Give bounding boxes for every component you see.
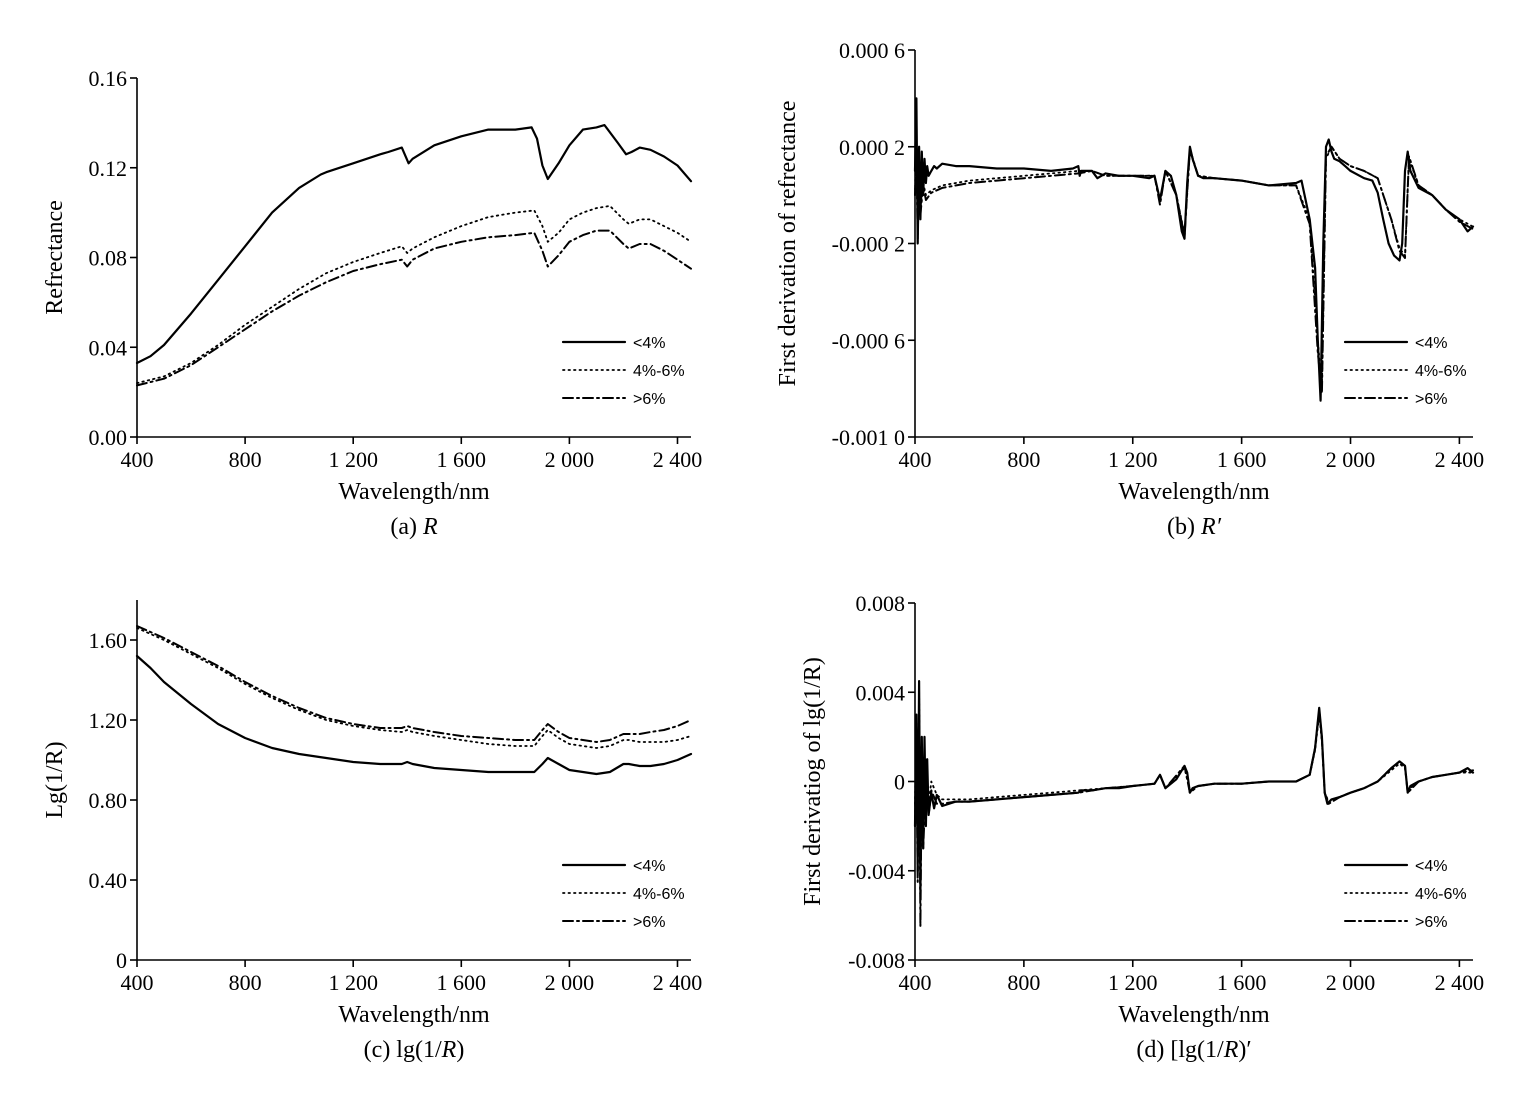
y-tick-label: 0 [894, 770, 905, 795]
series-line-0 [135, 654, 693, 776]
legend-label: 4%-6% [1415, 363, 1467, 380]
panel-caption: (d) [lg(1/R)′ [1136, 1037, 1251, 1063]
legend-label: 4%-6% [633, 363, 685, 380]
chart-panel-0: 400 800 1 200 1 600 2 000 2 400 0.00 0.04 0.08 0.… [42, 66, 702, 540]
x-tick-label: 1 600 [437, 970, 487, 995]
x-tick-label: 2 000 [1326, 447, 1376, 472]
x-tick-label: 1 600 [1217, 970, 1267, 995]
y-tick-label: -0.000 2 [832, 232, 905, 257]
y-tick-label: 1.20 [89, 708, 128, 733]
y-tick-label: 1.60 [89, 628, 128, 653]
x-tick-label: 800 [1007, 970, 1040, 995]
y-tick-label: 0.12 [89, 156, 128, 181]
y-tick-label: 0.004 [856, 680, 906, 705]
y-tick-label: 0.08 [89, 246, 128, 271]
x-tick-label: 2 400 [1435, 447, 1485, 472]
y-axis-label: First derivatiog of lg(1/R) [800, 657, 826, 906]
series-line-1 [914, 691, 1474, 850]
chart-panel-3: 400 800 1 200 1 600 2 000 2 400 -0.008 -0.004 0 0… [800, 591, 1484, 1063]
y-tick-label: 0.80 [89, 788, 128, 813]
series-line-1 [136, 627, 692, 749]
y-tick-label: 0.000 2 [839, 135, 905, 160]
series-line-2 [914, 140, 1474, 395]
x-tick-label: 2 400 [653, 447, 703, 472]
legend-label: <4% [633, 335, 665, 352]
x-axis-label: Wavelength/nm [1118, 1002, 1270, 1028]
y-tick-label: -0.008 [848, 948, 905, 973]
series-line-0 [913, 97, 1475, 402]
series-line-2 [914, 709, 1474, 928]
panel-caption: (b) R′ [1167, 514, 1222, 540]
x-tick-label: 400 [899, 447, 932, 472]
legend-label: 4%-6% [633, 886, 685, 903]
y-tick-label: 0 [116, 948, 127, 973]
series-line-2 [136, 229, 692, 387]
x-tick-label: 800 [1007, 447, 1040, 472]
y-axis-label: Lg(1/R) [42, 741, 68, 818]
legend-label: <4% [1415, 858, 1447, 875]
x-tick-label: 2 000 [545, 970, 595, 995]
x-tick-label: 400 [899, 970, 932, 995]
x-tick-label: 800 [229, 970, 262, 995]
x-tick-label: 400 [121, 970, 154, 995]
y-tick-label: 0.16 [89, 66, 128, 91]
series-line-0 [135, 123, 693, 365]
series-line-1 [136, 204, 692, 385]
x-axis-label: Wavelength/nm [338, 1002, 490, 1028]
x-tick-label: 400 [121, 447, 154, 472]
legend-label: >6% [1415, 914, 1447, 931]
x-tick-label: 1 200 [1108, 970, 1158, 995]
legend-label: >6% [633, 391, 665, 408]
legend-label: <4% [633, 858, 665, 875]
x-tick-label: 1 200 [328, 447, 378, 472]
y-tick-label: -0.001 0 [832, 425, 905, 450]
y-tick-label: -0.000 6 [832, 328, 905, 353]
legend-label: 4%-6% [1415, 886, 1467, 903]
y-tick-label: 0.40 [89, 868, 128, 893]
y-tick-label: 0.000 6 [839, 38, 905, 63]
legend-label: <4% [1415, 335, 1447, 352]
y-tick-label: 0.04 [89, 335, 128, 360]
x-tick-label: 800 [229, 447, 262, 472]
y-tick-label: -0.004 [848, 859, 905, 884]
x-tick-label: 2 000 [545, 447, 595, 472]
panel-caption: (c) lg(1/R) [364, 1037, 465, 1063]
x-tick-label: 1 200 [328, 970, 378, 995]
x-axis-label: Wavelength/nm [1118, 479, 1270, 505]
x-tick-label: 1 600 [437, 447, 487, 472]
chart-panel-1: 400 800 1 200 1 600 2 000 2 400 -0.001 0 -0.000… [775, 38, 1484, 540]
x-tick-label: 2 000 [1326, 970, 1376, 995]
series-line-0 [913, 679, 1475, 895]
chart-panel-2: 400 800 1 200 1 600 2 000 2 400 0 0.40 0.80 1.20 1… [42, 600, 702, 1063]
y-tick-label: 0.008 [856, 591, 906, 616]
y-tick-label: 0.00 [89, 425, 128, 450]
y-axis-label: Refrectance [42, 200, 68, 315]
series-line-2 [136, 625, 692, 743]
x-axis-label: Wavelength/nm [338, 479, 490, 505]
panel-caption: (a) R [390, 514, 438, 540]
series-line-1 [914, 145, 1474, 390]
x-tick-label: 2 400 [653, 970, 703, 995]
y-axis-label: First derivation of refrectance [775, 101, 801, 387]
x-tick-label: 2 400 [1435, 970, 1485, 995]
x-tick-label: 1 600 [1217, 447, 1267, 472]
x-tick-label: 1 200 [1108, 447, 1158, 472]
legend-label: >6% [1415, 391, 1447, 408]
legend-label: >6% [633, 914, 665, 931]
